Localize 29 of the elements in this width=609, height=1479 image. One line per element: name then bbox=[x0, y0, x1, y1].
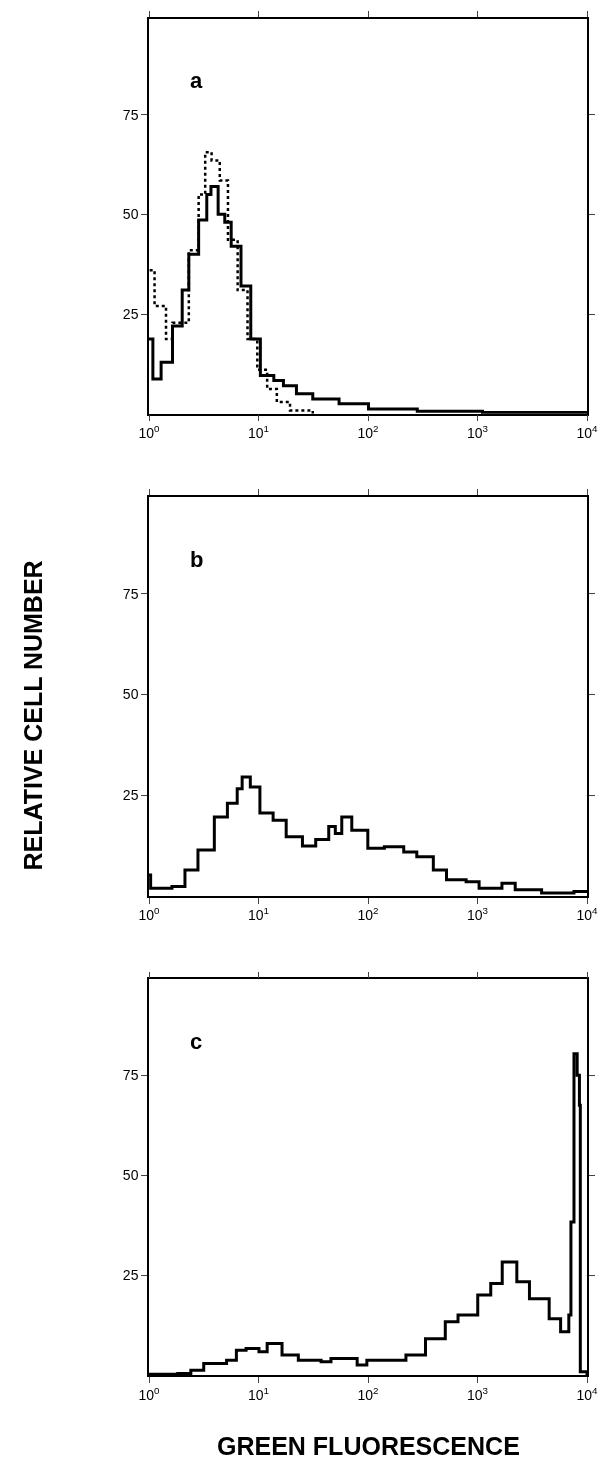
x-tick-label: 10$^{0}$ bbox=[138, 423, 161, 442]
annotation: b bbox=[190, 547, 204, 572]
x-tick-label: 10$^{1}$ bbox=[247, 423, 270, 442]
y-axis-title: RELATIVE CELL NUMBER bbox=[18, 560, 47, 871]
y-tick-label: 50 bbox=[122, 686, 139, 703]
y-tick-label: 75 bbox=[122, 1067, 139, 1084]
y-tick-label: 50 bbox=[122, 206, 139, 223]
x-tick-label: 10$^{1}$ bbox=[247, 905, 270, 924]
x-tick-label: 10$^{3}$ bbox=[466, 905, 489, 924]
x-tick-label: 10$^{0}$ bbox=[138, 905, 161, 924]
annotation: c bbox=[190, 1029, 203, 1054]
y-tick-label: 25 bbox=[122, 305, 139, 322]
x-axis-title: GREEN FLUORESCENCE bbox=[217, 1432, 520, 1460]
y-tick-label: 75 bbox=[122, 106, 139, 123]
x-tick-label: 10$^{4}$ bbox=[576, 1384, 599, 1403]
x-tick-label: 10$^{3}$ bbox=[466, 1384, 489, 1403]
x-tick-label: 10$^{2}$ bbox=[357, 905, 379, 924]
x-tick-label: 10$^{2}$ bbox=[357, 1384, 379, 1403]
x-tick-label: 10$^{4}$ bbox=[576, 423, 599, 442]
x-tick-label: 10$^{3}$ bbox=[466, 423, 489, 442]
annotation: a bbox=[190, 68, 203, 93]
y-tick-label: 25 bbox=[122, 787, 139, 804]
x-tick-label: 10$^{4}$ bbox=[576, 905, 599, 924]
x-tick-label: 10$^{0}$ bbox=[138, 1384, 161, 1403]
y-tick-label: 25 bbox=[122, 1266, 139, 1283]
y-tick-label: 50 bbox=[122, 1167, 139, 1184]
x-tick-label: 10$^{2}$ bbox=[357, 423, 379, 442]
x-tick-label: 10$^{1}$ bbox=[247, 1384, 270, 1403]
y-tick-label: 75 bbox=[122, 585, 139, 602]
